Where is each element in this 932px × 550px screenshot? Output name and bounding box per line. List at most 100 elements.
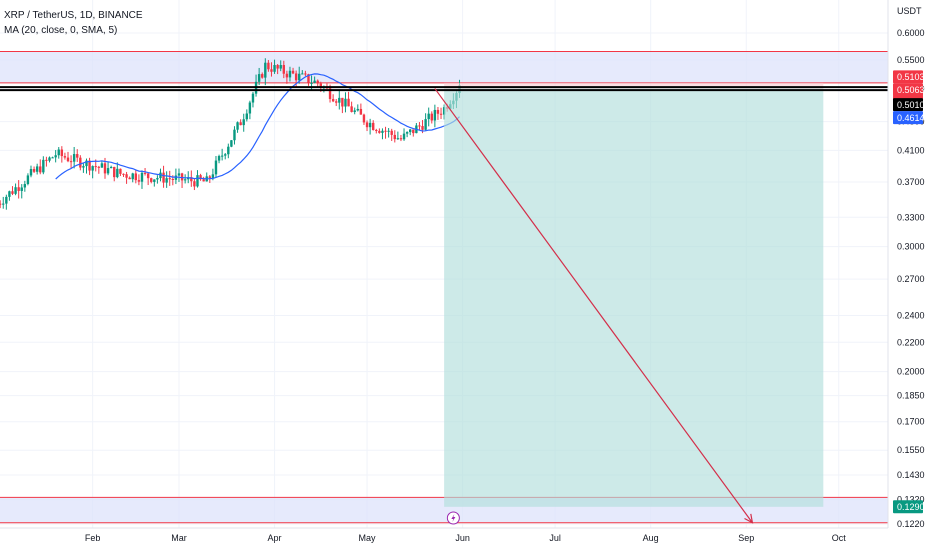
candle-body bbox=[242, 119, 245, 126]
candle-body bbox=[220, 155, 224, 157]
candle-body bbox=[51, 157, 54, 159]
candle-body bbox=[433, 109, 437, 121]
candle-body bbox=[298, 73, 301, 81]
ma-value-tag-label: 0.4614 bbox=[897, 113, 925, 123]
candle-body bbox=[307, 74, 310, 84]
candle-body bbox=[196, 175, 199, 187]
price-axis-tick: 0.4100 bbox=[897, 145, 925, 155]
candle-body bbox=[2, 203, 5, 205]
last-price-tag bbox=[893, 83, 923, 97]
candle-body bbox=[116, 168, 119, 178]
candle-body bbox=[282, 65, 286, 74]
candle-body bbox=[236, 122, 239, 130]
candle-body bbox=[402, 133, 406, 140]
candle-body bbox=[125, 174, 128, 178]
candle-body bbox=[85, 160, 88, 167]
time-axis-label: Jun bbox=[455, 533, 470, 543]
time-axis-label: Jul bbox=[549, 533, 561, 543]
candle-body bbox=[156, 178, 159, 180]
indicator-title[interactable]: MA (20, close, 0, SMA, 5) bbox=[4, 25, 118, 36]
candle-body bbox=[341, 97, 344, 107]
candle-body bbox=[45, 159, 48, 161]
candle-body bbox=[430, 113, 433, 121]
price-axis-currency: USDT bbox=[897, 6, 922, 16]
candle-body bbox=[26, 175, 30, 185]
candle-body bbox=[248, 102, 252, 114]
candle-body bbox=[396, 138, 400, 140]
candle-body bbox=[168, 178, 171, 180]
projection-arrow bbox=[434, 88, 753, 524]
upper-level-tag bbox=[893, 70, 923, 84]
candle-body bbox=[180, 173, 184, 181]
candle-body bbox=[294, 73, 298, 81]
candle-body bbox=[270, 69, 273, 72]
time-axis-label: Sep bbox=[738, 533, 754, 543]
candle-body bbox=[159, 172, 162, 179]
candle-body bbox=[418, 125, 421, 127]
candle-body bbox=[399, 138, 403, 140]
candle-body bbox=[11, 191, 14, 194]
candle-body bbox=[257, 74, 261, 82]
candle-body bbox=[375, 129, 378, 131]
candle-body bbox=[69, 161, 73, 163]
candle-body bbox=[412, 129, 415, 134]
candle-body bbox=[190, 177, 193, 182]
candle-body bbox=[109, 166, 113, 169]
price-axis-tick: 0.1430 bbox=[897, 470, 925, 480]
candle-body bbox=[14, 187, 17, 194]
chart-legend: XRP / TetherUS, 1D, BINANCE MA (20, clos… bbox=[4, 8, 143, 38]
candle-body bbox=[177, 173, 181, 176]
price-axis-tick: 0.3000 bbox=[897, 242, 925, 252]
ma-value-tag bbox=[893, 111, 923, 125]
candle-body bbox=[72, 154, 76, 162]
time-axis-label: Aug bbox=[643, 533, 659, 543]
candle-body bbox=[365, 122, 369, 128]
candle-body bbox=[5, 196, 8, 204]
moving-average-line bbox=[55, 73, 460, 180]
time-axis[interactable]: 2023FebMarAprMayJunJulAugSepOct bbox=[0, 527, 888, 543]
candle-body bbox=[261, 74, 264, 78]
candle-body bbox=[54, 155, 57, 158]
candle-body bbox=[405, 132, 409, 134]
candle-body bbox=[384, 130, 387, 132]
price-axis-tick: 0.3700 bbox=[897, 177, 925, 187]
candle-body bbox=[427, 113, 430, 120]
candle-body bbox=[122, 173, 125, 175]
symbol-title[interactable]: XRP / TetherUS, 1D, BINANCE bbox=[4, 10, 143, 21]
candle-body bbox=[32, 169, 36, 172]
candle-body bbox=[310, 82, 313, 84]
candle-body bbox=[359, 108, 363, 115]
candle-body bbox=[140, 172, 144, 182]
candle-body bbox=[424, 119, 427, 130]
candle-body bbox=[264, 62, 267, 78]
candle-body bbox=[35, 166, 39, 172]
candle-body bbox=[368, 122, 372, 128]
candle-body bbox=[97, 166, 101, 168]
candle-body bbox=[17, 187, 20, 191]
time-axis-label: Feb bbox=[85, 533, 101, 543]
candle-body bbox=[224, 154, 227, 156]
candles-layer bbox=[0, 58, 461, 210]
support-level-tag bbox=[893, 98, 923, 112]
candle-body bbox=[131, 173, 134, 180]
candle-body bbox=[143, 172, 147, 174]
price-axis[interactable]: USDT0.60000.55000.50000.45000.41000.3700… bbox=[887, 0, 932, 529]
candle-body bbox=[66, 157, 70, 162]
time-axis-label: May bbox=[359, 533, 377, 543]
candle-body bbox=[273, 65, 276, 72]
candle-body bbox=[436, 109, 440, 114]
candle-body bbox=[378, 130, 381, 133]
candle-body bbox=[113, 166, 116, 178]
candle-body bbox=[356, 108, 359, 111]
target-level-tag bbox=[893, 500, 923, 514]
time-axis-label: Oct bbox=[832, 533, 847, 543]
projection-arrowhead bbox=[744, 513, 754, 524]
last-price-tag-label: 0.5063 bbox=[897, 85, 925, 95]
candle-body bbox=[285, 73, 289, 78]
candle-body bbox=[103, 163, 107, 174]
candle-body bbox=[8, 191, 11, 197]
candle-body bbox=[63, 156, 67, 158]
candle-body bbox=[338, 97, 341, 103]
candle-body bbox=[20, 187, 23, 191]
